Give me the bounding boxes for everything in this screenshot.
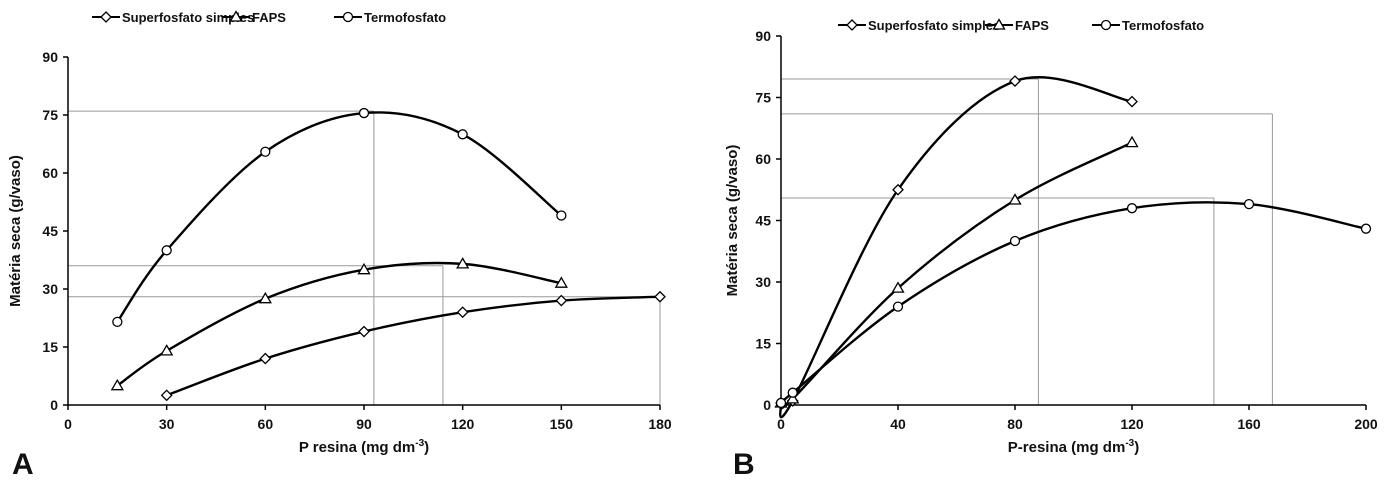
marker	[258, 291, 272, 304]
y-tick-label: 60	[42, 165, 58, 181]
legend-label: Termofosfato	[364, 10, 446, 25]
marker	[1008, 193, 1022, 205]
x-tick-label: 30	[159, 416, 175, 432]
marker	[892, 183, 904, 196]
x-tick-label: 0	[64, 416, 72, 432]
curve	[779, 201, 1367, 405]
y-tick-label: 30	[755, 274, 771, 290]
curve	[779, 141, 1133, 410]
y-axis-label: Matéria seca (g/vaso)	[724, 145, 741, 297]
x-axis-label-text: P resina (mg dm	[299, 439, 415, 456]
y-axis-label: Matéria seca (g/vaso)	[7, 155, 24, 307]
curve	[116, 111, 563, 323]
marker	[1360, 223, 1372, 234]
x-axis-label-text: P-resina (mg dm	[1008, 439, 1126, 456]
marker	[229, 10, 243, 22]
marker	[1009, 235, 1021, 247]
marker	[457, 129, 468, 140]
curve	[166, 295, 661, 397]
marker	[556, 210, 567, 221]
x-tick-label: 40	[890, 416, 906, 432]
y-tick-label: 60	[755, 151, 771, 167]
y-tick-label: 90	[755, 28, 771, 44]
y-tick-label: 45	[755, 213, 771, 229]
x-tick-label: 120	[1120, 416, 1144, 432]
x-axis-label-sup: -3	[1125, 438, 1134, 449]
x-tick-label: 60	[258, 416, 274, 432]
x-tick-label: 180	[648, 416, 672, 432]
x-axis-label-end: )	[424, 439, 429, 456]
marker	[358, 325, 370, 338]
marker	[555, 294, 568, 307]
marker	[100, 11, 112, 23]
marker	[456, 306, 469, 319]
marker	[992, 18, 1006, 30]
marker	[1243, 198, 1255, 210]
marker	[160, 389, 173, 402]
marker	[357, 262, 371, 275]
marker	[112, 316, 123, 328]
x-axis-label: P resina (mg dm-3)	[299, 438, 429, 456]
marker	[260, 146, 271, 157]
marker	[456, 257, 470, 269]
marker	[1126, 203, 1138, 214]
y-tick-label: 0	[763, 397, 771, 413]
x-tick-label: 90	[356, 416, 372, 432]
legend-label: Superfosfato simples	[122, 10, 254, 25]
marker	[259, 352, 272, 365]
marker	[342, 11, 354, 23]
y-tick-label: 30	[42, 281, 58, 297]
marker	[160, 344, 174, 356]
y-tick-label: 0	[50, 397, 58, 413]
panel-label: A	[12, 448, 34, 481]
legend-label: Superfosfato simples	[868, 18, 1000, 33]
panel-label: B	[733, 448, 755, 481]
x-tick-label: 200	[1354, 416, 1378, 432]
marker	[1009, 75, 1021, 88]
marker	[775, 397, 787, 409]
marker	[110, 378, 124, 391]
x-tick-label: 0	[777, 416, 785, 432]
marker	[654, 290, 666, 303]
marker	[891, 281, 905, 293]
x-tick-label: 160	[1237, 416, 1261, 432]
marker	[892, 301, 904, 312]
legend-label: FAPS	[252, 10, 286, 25]
marker	[358, 107, 370, 119]
y-tick-label: 15	[42, 339, 58, 355]
marker	[1126, 95, 1138, 108]
y-tick-label: 45	[42, 223, 58, 239]
y-tick-label: 15	[755, 336, 771, 352]
x-tick-label: 80	[1007, 416, 1023, 432]
marker	[161, 245, 172, 256]
legend-label: Termofosfato	[1122, 18, 1204, 33]
marker	[786, 392, 800, 404]
marker	[846, 19, 858, 31]
marker	[787, 387, 798, 398]
curve	[779, 76, 1133, 419]
curve	[116, 261, 562, 387]
x-axis-label: P-resina (mg dm-3)	[1008, 438, 1139, 456]
x-axis-label-sup: -3	[415, 438, 424, 449]
x-axis-label-end: )	[1134, 439, 1139, 456]
legend-label: FAPS	[1015, 18, 1049, 33]
y-tick-label: 90	[42, 49, 58, 65]
x-tick-label: 120	[451, 416, 475, 432]
y-tick-label: 75	[755, 90, 771, 106]
x-tick-label: 150	[550, 416, 574, 432]
y-tick-label: 75	[42, 107, 58, 123]
marker	[1100, 19, 1112, 31]
marker	[554, 276, 568, 288]
marker	[1125, 135, 1139, 148]
